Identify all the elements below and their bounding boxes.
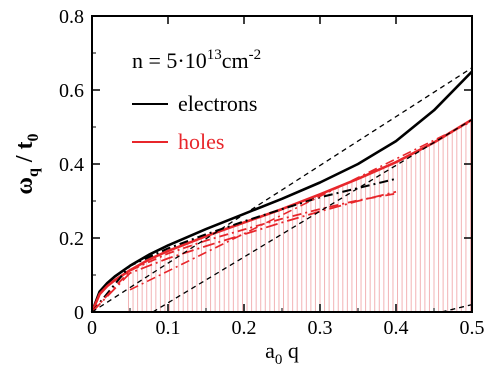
y-tick-label: 0.8 <box>59 6 84 28</box>
series-line-dashed-black-b <box>152 119 473 313</box>
y-tick-label: 0 <box>74 302 84 324</box>
series-line-dashdot-red-upper <box>91 192 397 313</box>
series-line-holes <box>90 118 473 313</box>
series-line-dashdot-red-lower <box>91 190 397 313</box>
x-tick-label: 0 <box>87 317 97 339</box>
x-tick-label: 0.3 <box>308 317 333 339</box>
x-tick-label: 0.2 <box>232 317 257 339</box>
legend-label-holes: holes <box>178 129 224 154</box>
x-tick-label: 0.4 <box>384 317 409 339</box>
y-axis-label: ωq / t0 <box>12 133 42 194</box>
legend: n = 5·1013cm-2 electrons holes <box>132 47 261 154</box>
series-line-dashed-black-a <box>91 67 473 313</box>
y-tick-label: 0.2 <box>59 228 84 250</box>
axis-ticks: 0 0.1 0.2 0.3 0.4 0.5 0 0.2 0.4 0.6 0.8 <box>59 6 485 339</box>
series-line-electrons <box>90 70 473 313</box>
legend-label-electrons: electrons <box>178 91 257 116</box>
series-line-dashdot-red-line <box>129 120 473 291</box>
x-tick-label: 0.1 <box>156 317 181 339</box>
density-annotation: n = 5·1013cm-2 <box>132 47 261 73</box>
x-tick-label: 0.5 <box>460 317 485 339</box>
x-axis-label: a0 q <box>265 338 299 366</box>
series-line-dashdot-black <box>91 177 397 313</box>
y-tick-label: 0.4 <box>59 154 84 176</box>
series-lines <box>90 67 473 313</box>
y-tick-label: 0.6 <box>59 80 84 102</box>
